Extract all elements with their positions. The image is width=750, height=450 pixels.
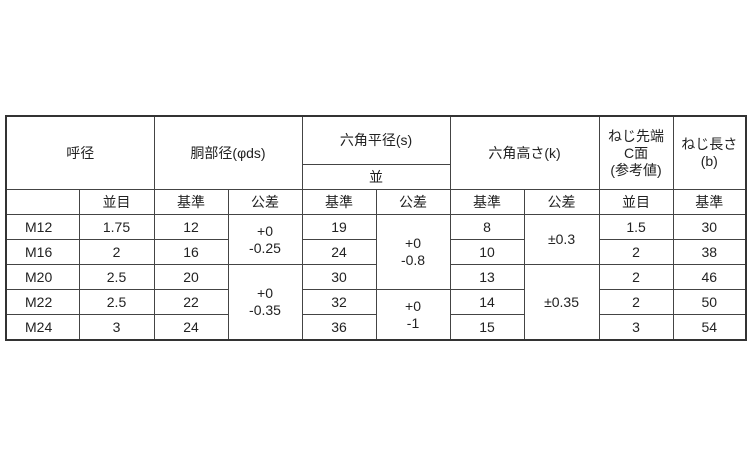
cell-s: 36 [301, 314, 377, 341]
subheader-cell: 基準 [672, 189, 747, 215]
header-thread-length: ねじ長さ (b) [672, 115, 747, 190]
cell-pitch: 2.5 [78, 264, 155, 290]
cell-chamfer: 3 [598, 314, 674, 341]
table-row: M12 1.75 12 +0 -0.25 19 +0 -0.8 8 ±0.3 1.5… [5, 214, 747, 290]
subheader-cell: 公差 [227, 189, 303, 215]
cell-k-tolerance: ±0.3 [523, 214, 600, 265]
subheader-cell: 公差 [523, 189, 600, 215]
cell-k: 13 [449, 264, 525, 290]
cell-b: 38 [672, 239, 747, 265]
header-thread-length-line: ねじ長さ [681, 136, 738, 152]
header-body-diameter: 胴部径(φds) [153, 115, 303, 190]
cell-pitch: 2 [78, 239, 155, 265]
header-chamfer-line: ねじ先端 [608, 127, 665, 144]
cell-b: 30 [672, 214, 747, 240]
cell-b: 54 [672, 314, 747, 341]
cell-ds: 24 [153, 314, 229, 341]
cell-ds: 12 [153, 214, 229, 240]
cell-ds: 16 [153, 239, 229, 265]
header-thread-length-line: (b) [700, 153, 718, 169]
cell-ds: 20 [153, 264, 229, 290]
cell-s-tolerance: +0 -1 [375, 289, 451, 341]
subheader-cell: 並目 [78, 189, 155, 215]
table-row: M16 2 16 24 10 2 38 [5, 239, 747, 265]
tol-upper: +0 [257, 222, 273, 239]
tol-upper: +0 [405, 235, 421, 251]
header-chamfer-line: C面 [623, 144, 649, 161]
cell-s: 32 [301, 289, 377, 315]
tol-upper: +0 [257, 285, 273, 301]
cell-pitch: 3 [78, 314, 155, 341]
cell-s: 19 [301, 214, 377, 240]
cell-chamfer: 2 [598, 289, 674, 315]
header-hex-width: 六角平径(s) [301, 115, 451, 165]
cell-ds-tolerance: +0 -0.35 [227, 264, 303, 341]
subheader-cell: 基準 [153, 189, 229, 215]
cell-k: 8 [449, 214, 525, 240]
tol-lower: -1 [406, 314, 420, 331]
table-row: M22 2.5 22 32 +0 -1 14 2 50 [5, 289, 747, 341]
header-chamfer-line: (参考値) [610, 161, 662, 178]
cell-chamfer: 1.5 [598, 214, 674, 240]
cell-k: 10 [449, 239, 525, 265]
cell-size: M22 [5, 289, 80, 315]
cell-pitch: 2.5 [78, 289, 155, 315]
cell-chamfer: 2 [598, 264, 674, 290]
cell-size: M16 [5, 239, 80, 265]
cell-k: 14 [449, 289, 525, 315]
subheader-cell [5, 189, 80, 215]
tol-lower: -0.35 [249, 302, 281, 318]
cell-s: 30 [301, 264, 377, 290]
table-row: M24 3 24 36 15 3 54 [5, 314, 747, 341]
bolt-dimension-table: 呼径 胴部径(φds) 六角平径(s) 六角高さ(k) ねじ先端 C面 (参考値… [5, 115, 748, 341]
cell-b: 46 [672, 264, 747, 290]
table-row: M20 2.5 20 +0 -0.35 30 13 ±0.35 2 46 [5, 264, 747, 341]
cell-b: 50 [672, 289, 747, 315]
subheader-cell: 並目 [598, 189, 674, 215]
header-hex-height: 六角高さ(k) [449, 115, 600, 190]
cell-chamfer: 2 [598, 239, 674, 265]
cell-pitch: 1.75 [78, 214, 155, 240]
cell-k-tolerance: ±0.35 [523, 264, 600, 341]
subheader-cell: 基準 [301, 189, 377, 215]
cell-s-tolerance: +0 -0.8 [375, 214, 451, 290]
tol-upper: +0 [405, 297, 421, 314]
cell-s: 24 [301, 239, 377, 265]
header-chamfer: ねじ先端 C面 (参考値) [598, 115, 674, 190]
cell-k: 15 [449, 314, 525, 341]
header-hex-width-sub: 並 [301, 164, 451, 190]
cell-ds: 22 [153, 289, 229, 315]
tol-lower: -0.25 [249, 239, 281, 256]
subheader-cell: 公差 [375, 189, 451, 215]
header-nominal: 呼径 [5, 115, 155, 190]
cell-ds-tolerance: +0 -0.25 [227, 214, 303, 265]
cell-size: M20 [5, 264, 80, 290]
cell-size: M12 [5, 214, 80, 240]
subheader-cell: 基準 [449, 189, 525, 215]
subheader-row: 並目 基準 公差 基準 公差 基準 公差 並目 基準 [5, 189, 747, 215]
cell-size: M24 [5, 314, 80, 341]
tol-lower: -0.8 [400, 252, 426, 268]
